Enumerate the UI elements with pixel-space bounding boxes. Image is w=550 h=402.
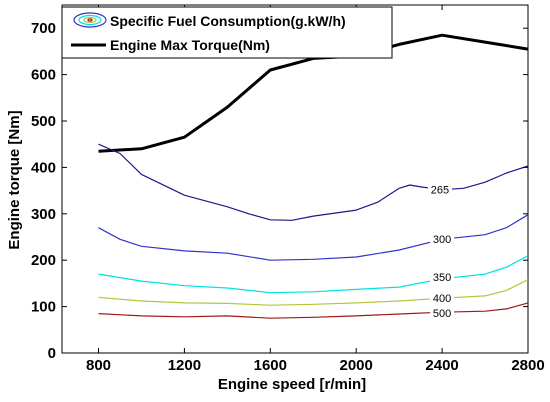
contour-line-350 bbox=[98, 255, 529, 294]
contour-line-500 bbox=[98, 302, 529, 319]
contour-label-500: 500 bbox=[433, 308, 451, 320]
legend-contour-icon bbox=[73, 12, 107, 28]
x-tick-label: 2800 bbox=[511, 357, 544, 374]
x-axis-ticks: 800 1200 1600 2000 2400 2800 bbox=[86, 5, 545, 374]
y-tick-label: 200 bbox=[31, 252, 56, 269]
contour-label-265: 265 bbox=[431, 185, 449, 197]
x-tick-label: 2000 bbox=[340, 357, 373, 374]
y-tick-label: 700 bbox=[31, 20, 56, 37]
contour-label-bg bbox=[430, 306, 455, 320]
y-axis-ticks: 0 100 200 300 400 500 600 700 bbox=[31, 20, 528, 362]
contour-label-300: 300 bbox=[433, 234, 451, 246]
legend-label-sfc: Specific Fuel Consumption(g.kW/h) bbox=[110, 13, 346, 29]
contour-line-265 bbox=[98, 143, 529, 221]
y-tick-label: 500 bbox=[31, 113, 56, 130]
y-tick-label: 100 bbox=[31, 299, 56, 316]
x-axis-title: Engine speed [r/min] bbox=[218, 376, 366, 393]
contour-label-bg bbox=[430, 231, 455, 245]
legend-label-torque: Engine Max Torque(Nm) bbox=[110, 37, 270, 53]
contour-label-400: 400 bbox=[433, 293, 451, 305]
legend-box bbox=[61, 6, 393, 59]
y-tick-label: 600 bbox=[31, 67, 56, 84]
contour-line-400 bbox=[98, 279, 529, 306]
y-axis-title: Engine torque [Nm] bbox=[6, 110, 23, 249]
contour-label-350: 350 bbox=[433, 272, 451, 284]
contour-label-bg bbox=[427, 182, 452, 196]
x-tick-label: 800 bbox=[86, 357, 111, 374]
contour-label-bg bbox=[430, 291, 455, 305]
contour-line-300 bbox=[98, 214, 529, 261]
legend: Specific Fuel Consumption(g.kW/h) Engine… bbox=[61, 6, 393, 59]
x-tick-label: 1600 bbox=[254, 357, 287, 374]
y-tick-label: 0 bbox=[48, 345, 56, 362]
y-tick-label: 400 bbox=[31, 159, 56, 176]
contour-label-layer: 265 300 350 400 500 bbox=[427, 182, 455, 320]
x-tick-label: 2400 bbox=[425, 357, 458, 374]
x-tick-label: 1200 bbox=[168, 357, 201, 374]
plot-frame bbox=[61, 4, 529, 354]
contour-label-bg bbox=[430, 269, 455, 283]
y-tick-label: 300 bbox=[31, 206, 56, 223]
